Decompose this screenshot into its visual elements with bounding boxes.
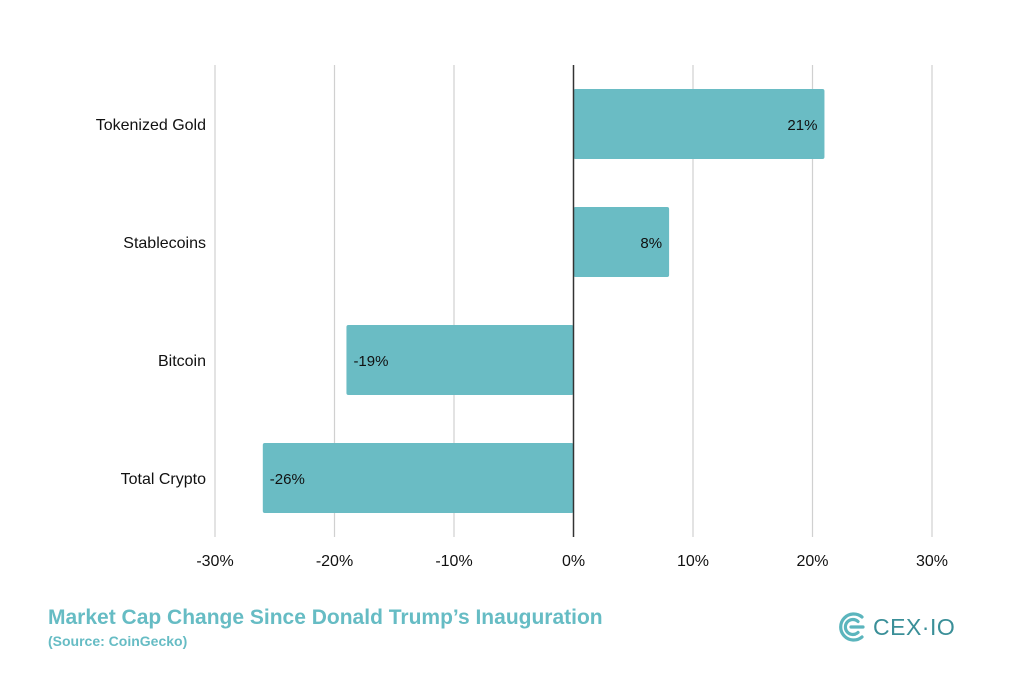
- chart-title: Market Cap Change Since Donald Trump’s I…: [48, 606, 603, 629]
- bar-chart: -30% -20% -10% 0% 10% 20% 30% Tokenized Gold 21%…: [96, 65, 948, 570]
- bars: [262, 89, 825, 513]
- cex-io-logo-icon: [839, 612, 865, 642]
- bar: [346, 325, 574, 395]
- x-tick-label: 20%: [796, 553, 828, 570]
- chart-source: (Source: CoinGecko): [48, 633, 188, 649]
- labels: -30% -20% -10% 0% 10% 20% 30% Tokenized Gold 21%…: [96, 117, 948, 570]
- chart-caption: Market Cap Change Since Donald Trump’s I…: [48, 606, 603, 650]
- x-tick-label: 0%: [562, 553, 585, 570]
- x-tick-label: 10%: [677, 553, 709, 570]
- x-tick-label: -10%: [435, 553, 472, 570]
- brand-logo: CEX·IO: [835, 610, 955, 644]
- category-label: Total Crypto: [121, 471, 206, 488]
- bar: [573, 207, 670, 277]
- category-label: Stablecoins: [123, 235, 206, 252]
- x-tick-label: 30%: [916, 553, 948, 570]
- data-label: -26%: [270, 471, 305, 488]
- data-label: 21%: [787, 117, 817, 134]
- bar: [573, 89, 825, 159]
- x-tick-label: -20%: [316, 553, 353, 570]
- category-label: Tokenized Gold: [96, 117, 206, 134]
- x-tick-label: -30%: [196, 553, 233, 570]
- data-label: -19%: [353, 353, 388, 370]
- data-label: 8%: [640, 235, 662, 252]
- logo-text: CEX·IO: [873, 614, 956, 640]
- category-label: Bitcoin: [158, 353, 206, 370]
- bar: [262, 443, 574, 513]
